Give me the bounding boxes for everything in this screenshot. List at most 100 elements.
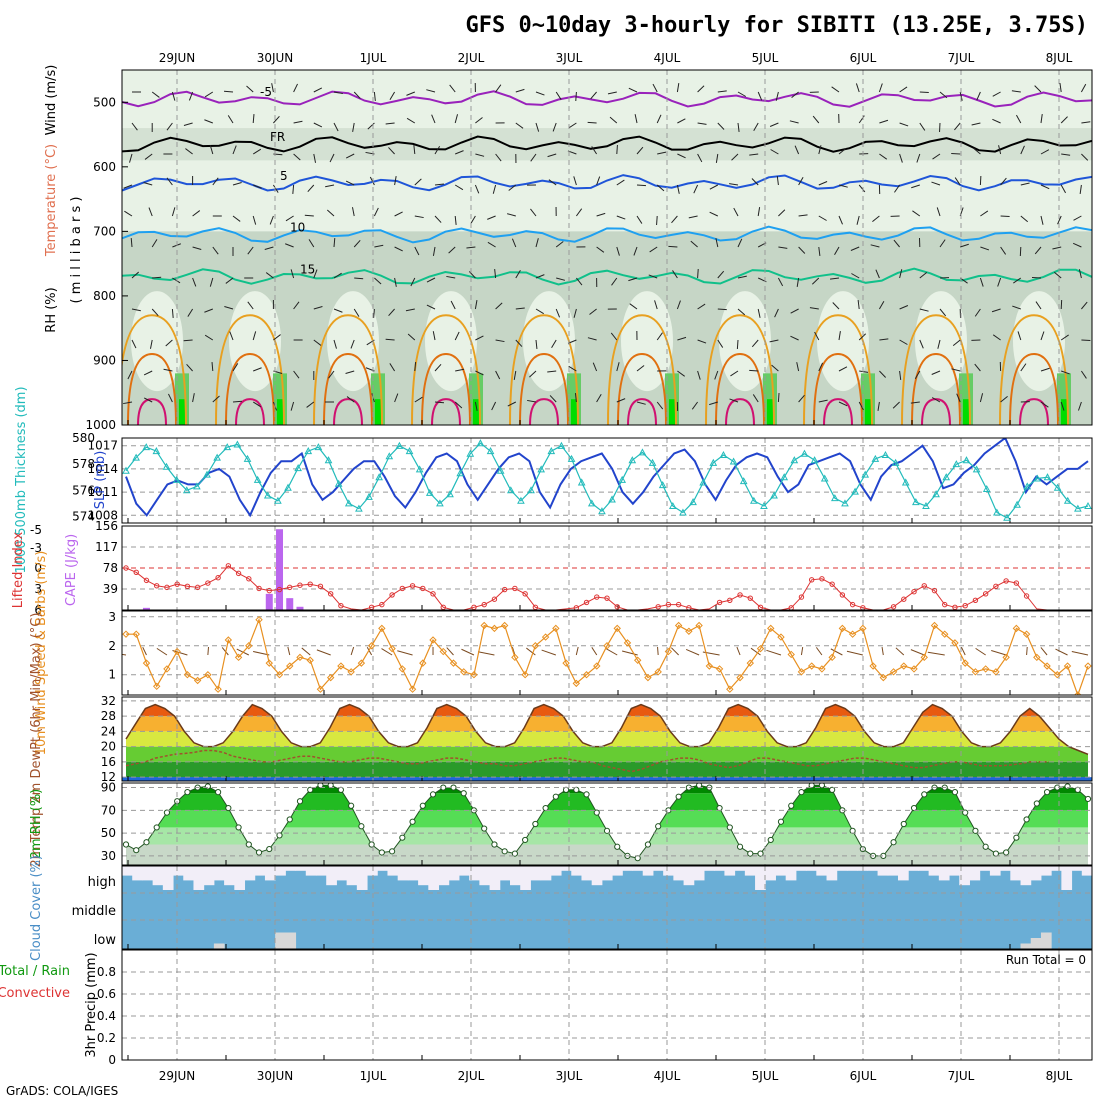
date-label-top: 7JUL	[948, 51, 975, 65]
lifted-index-point	[194, 584, 201, 591]
rh-point	[409, 818, 416, 825]
wind-barb	[131, 271, 140, 279]
wind-barb	[212, 246, 219, 255]
date-label-bottom: 6JUL	[850, 1069, 877, 1083]
wind-barb	[434, 363, 442, 372]
slp-line	[125, 438, 1089, 518]
high-cloud-bar	[571, 866, 582, 876]
rh-point	[481, 825, 488, 832]
wind-speed-point	[685, 627, 693, 635]
lifted-index-point	[594, 594, 600, 600]
wind-barb	[975, 647, 986, 656]
wind-barb	[633, 246, 638, 256]
rh-point	[982, 843, 989, 850]
wind-barb	[414, 396, 423, 403]
ytick-label: 900	[93, 353, 116, 367]
thickness-point	[922, 501, 930, 509]
lifted-index-point	[235, 570, 242, 577]
thickness-point	[182, 486, 191, 494]
wind-barb	[709, 401, 718, 406]
wind-barb	[232, 182, 242, 186]
wind-barb	[859, 370, 869, 373]
wind-barb	[1061, 370, 1070, 375]
wind-barb	[535, 274, 545, 279]
high-cloud-bar	[704, 866, 715, 871]
high-cloud-bar	[1061, 866, 1073, 890]
lifted-index-point	[501, 586, 508, 593]
wind-panel: 1 2 3	[108, 610, 1093, 696]
wind-barb	[446, 647, 454, 656]
wind-barb	[818, 399, 828, 403]
wind-barb	[616, 362, 620, 372]
high-cloud-bar	[275, 866, 286, 876]
high-cloud-bar	[928, 866, 940, 876]
wind-barb	[394, 246, 403, 252]
lifted-index-point	[982, 591, 989, 597]
ytick-label: 0.6	[97, 987, 116, 1001]
thickness-point	[739, 477, 748, 485]
wind-barb	[752, 394, 759, 403]
ytick-label: 0.4	[97, 1009, 116, 1023]
wind-barb	[450, 300, 456, 310]
wind-speed-point	[562, 659, 570, 667]
wind-barb	[166, 122, 173, 131]
warm-contour	[823, 398, 853, 425]
wind-barb	[974, 363, 981, 372]
wind-barb	[333, 237, 336, 248]
thickness-point	[679, 508, 687, 516]
wind-speed-point	[910, 665, 918, 673]
wind-barb	[547, 370, 557, 373]
wind-barb	[535, 91, 545, 96]
wind-barb	[717, 308, 727, 311]
cape-li-panel: -5 -3 0 3 6 39 78 117 156	[30, 519, 1093, 617]
lifted-index-point	[256, 585, 262, 592]
high-cloud-bar	[418, 866, 429, 886]
wind-barb	[737, 308, 746, 316]
wind-barb	[656, 114, 662, 124]
wind-barb	[192, 210, 201, 217]
wind-barb	[389, 363, 396, 372]
wind-barb	[333, 122, 339, 132]
wind-barb	[413, 144, 416, 155]
thickness-point	[577, 478, 586, 486]
wind-barb	[212, 177, 219, 186]
wind-barb	[273, 334, 281, 341]
rh-point	[532, 820, 539, 828]
wind-barb	[513, 370, 517, 380]
wind-barb	[1026, 646, 1028, 656]
wind-speed-point	[746, 659, 754, 667]
wind-barb	[1060, 334, 1069, 341]
wind-barb	[454, 114, 459, 124]
high-cloud-bar	[1081, 866, 1092, 876]
wind-speed-point	[1074, 691, 1082, 695]
wind-barb	[192, 393, 195, 403]
wind-barb	[515, 339, 523, 347]
wind-barb	[123, 184, 133, 189]
high-cloud-bar	[1020, 866, 1032, 886]
wind-barb	[591, 647, 598, 656]
wind-barb	[246, 85, 254, 93]
wind-barb	[691, 401, 699, 410]
ytick-label-right: 1017	[87, 439, 118, 453]
thickness-point	[324, 456, 333, 464]
wind-barb	[432, 331, 436, 341]
warm-contour	[529, 398, 559, 425]
high-cloud-bar	[428, 866, 440, 890]
wind-barb	[657, 151, 667, 155]
high-cloud-bar	[213, 866, 225, 881]
thickness-point	[830, 494, 839, 502]
wind-barb	[648, 274, 658, 279]
thickness-point	[152, 447, 161, 455]
wind-barb	[777, 277, 784, 287]
thickness-point	[506, 486, 515, 494]
high-cloud-bar	[765, 866, 776, 881]
rh-point	[1033, 800, 1040, 807]
wind-speed-point	[449, 659, 458, 667]
wind-speed-point	[1012, 624, 1021, 633]
lifted-index-point	[614, 604, 620, 610]
wind-barb	[1040, 114, 1043, 124]
rh-point	[225, 804, 232, 812]
wind-barb	[858, 115, 865, 124]
cape-bar	[276, 529, 284, 610]
